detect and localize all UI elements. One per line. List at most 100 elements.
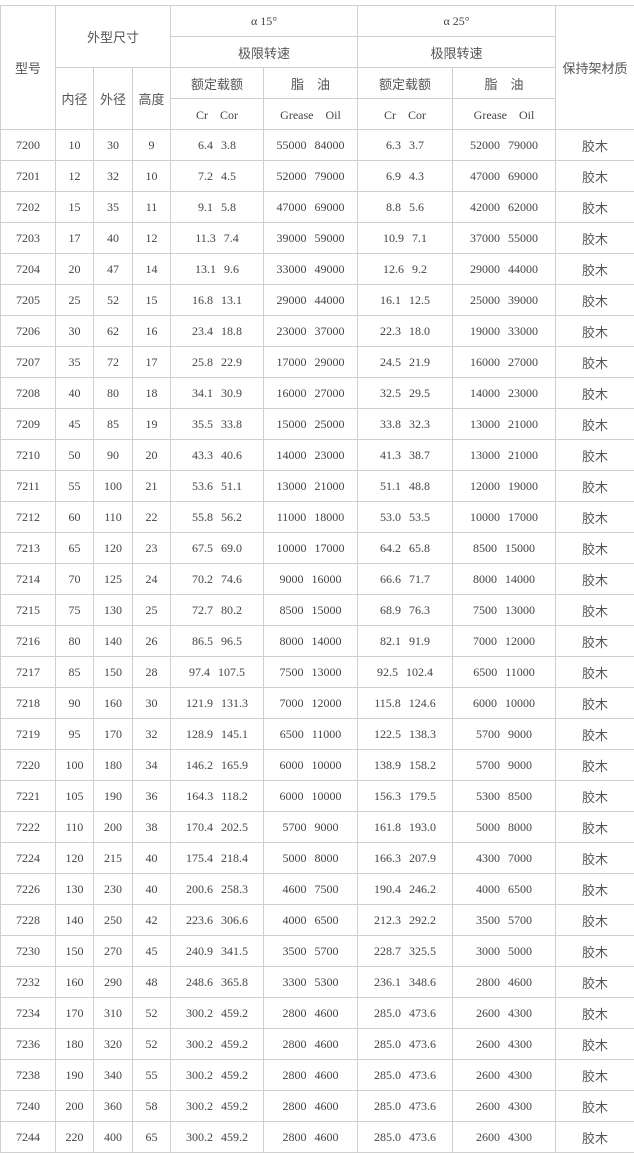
cell-grease-oil-15-first: 6500 [280, 727, 304, 742]
cell-height: 42 [133, 905, 171, 936]
cell-inner-diameter: 200 [56, 1091, 94, 1122]
cell-model: 7230 [1, 936, 56, 967]
cell-cr-cor-15-second: 30.9 [221, 386, 242, 401]
cell-cage-material: 胶木 [556, 874, 634, 905]
cell-cr-cor-25-second: 7.1 [412, 231, 427, 246]
cell-cr-cor-15-first: 35.5 [192, 417, 213, 432]
cell-grease-oil-15-second: 59000 [315, 231, 345, 246]
cell-inner-diameter: 45 [56, 409, 94, 440]
cell-outer-diameter: 270 [94, 936, 133, 967]
cell-cage-material: 胶木 [556, 812, 634, 843]
cell-model: 7203 [1, 223, 56, 254]
cell-grease-oil-25-first: 42000 [470, 200, 500, 215]
header-model: 型号 [1, 6, 56, 130]
cell-cr-cor-25-first: 64.2 [380, 541, 401, 556]
cell-outer-diameter: 170 [94, 719, 133, 750]
cell-model: 7201 [1, 161, 56, 192]
cell-grease-oil-15-first: 2800 [283, 1037, 307, 1052]
cell-grease-oil-15-second: 21000 [315, 479, 345, 494]
cell-cage-material: 胶木 [556, 502, 634, 533]
cell-cr-cor-15-first: 7.2 [198, 169, 213, 184]
cell-inner-diameter: 140 [56, 905, 94, 936]
cell-cr-cor-15-second: 258.3 [221, 882, 248, 897]
cell-cr-cor-25-second: 91.9 [409, 634, 430, 649]
cell-grease-oil-15-first: 55000 [277, 138, 307, 153]
cell-cr-cor-15-second: 22.9 [221, 355, 242, 370]
cell-height: 18 [133, 378, 171, 409]
cell-outer-diameter: 250 [94, 905, 133, 936]
cell-cr-cor-25-second: 12.5 [409, 293, 430, 308]
cell-cr-cor-15-second: 18.8 [221, 324, 242, 339]
cell-grease-oil-15-first: 23000 [277, 324, 307, 339]
cell-grease-oil-25-first: 16000 [470, 355, 500, 370]
cell-inner-diameter: 50 [56, 440, 94, 471]
cell-grease-oil-15-first: 3300 [283, 975, 307, 990]
cell-outer-diameter: 140 [94, 626, 133, 657]
cell-cr-cor-25-first: 285.0 [374, 1068, 401, 1083]
cell-outer-diameter: 110 [94, 502, 133, 533]
cell-grease-oil-25-first: 3500 [476, 913, 500, 928]
cell-outer-diameter: 52 [94, 285, 133, 316]
cell-cr-cor-15-second: 459.2 [221, 1037, 248, 1052]
cell-grease-oil-15-second: 13000 [312, 665, 342, 680]
cell-grease-oil-15-second: 49000 [315, 262, 345, 277]
cell-cr-cor-25-second: 138.3 [409, 727, 436, 742]
cell-inner-diameter: 60 [56, 502, 94, 533]
cell-cr-cor-25-first: 82.1 [380, 634, 401, 649]
cell-grease-oil-15-second: 4600 [315, 1006, 339, 1021]
cell-grease-oil-15-first: 15000 [277, 417, 307, 432]
cell-cr-cor-25-second: 65.8 [409, 541, 430, 556]
cell-outer-diameter: 125 [94, 564, 133, 595]
cell-cr-cor-15-second: 33.8 [221, 417, 242, 432]
cell-height: 55 [133, 1060, 171, 1091]
cell-cage-material: 胶木 [556, 905, 634, 936]
cell-model: 7210 [1, 440, 56, 471]
cell-model: 7216 [1, 626, 56, 657]
cell-cage-material: 胶木 [556, 347, 634, 378]
cell-cr-cor-25-first: 32.5 [380, 386, 401, 401]
cell-cr-cor-25-first: 51.1 [380, 479, 401, 494]
cell-cr-cor-25-first: 156.3 [374, 789, 401, 804]
cell-cr-cor-25-second: 9.2 [412, 262, 427, 277]
cell-model: 7226 [1, 874, 56, 905]
cell-outer-diameter: 130 [94, 595, 133, 626]
cell-cr-cor-15-second: 459.2 [221, 1099, 248, 1114]
cell-cr-cor-15-first: 34.1 [192, 386, 213, 401]
cell-cr-cor-25-second: 32.3 [409, 417, 430, 432]
cell-grease-oil-25-second: 4300 [508, 1006, 532, 1021]
cell-grease-oil-25-second: 4300 [508, 1068, 532, 1083]
cell-grease-oil-15-second: 25000 [315, 417, 345, 432]
cell-grease-oil-25-second: 17000 [508, 510, 538, 525]
cell-cr-cor-25: 82.1 91.9 [358, 626, 453, 657]
cell-grease-oil-25-second: 8500 [508, 789, 532, 804]
cell-cage-material: 胶木 [556, 223, 634, 254]
cell-cage-material: 胶木 [556, 316, 634, 347]
cell-grease-oil-25-second: 23000 [508, 386, 538, 401]
cell-cage-material: 胶木 [556, 1060, 634, 1091]
cell-grease-oil-25-second: 19000 [508, 479, 538, 494]
cell-cr-cor-15-first: 72.7 [192, 603, 213, 618]
cell-grease-oil-15-first: 7000 [280, 696, 304, 711]
cell-cr-cor-25-second: 179.5 [409, 789, 436, 804]
cell-grease-oil-25-second: 15000 [505, 541, 535, 556]
cell-cr-cor-15-first: 164.3 [186, 789, 213, 804]
